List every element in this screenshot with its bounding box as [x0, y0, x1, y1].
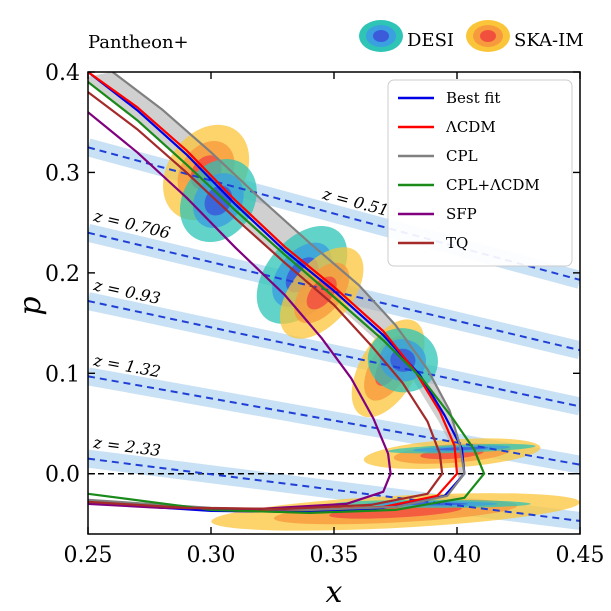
y-tick-label: 0.2: [45, 262, 80, 287]
desi-swatch-inner: [373, 30, 389, 42]
curve-cpl: [88, 72, 466, 511]
y-tick-label: 0.3: [45, 161, 80, 186]
axis-ticks: 0.25 0.30 0.35 0.40 0.45 0.0 0.1 0.2 0.3 0.4: [45, 61, 604, 568]
forecast-ellipse: [306, 276, 337, 310]
y-tick-label: 0.4: [45, 61, 80, 86]
legend-label: CPL: [446, 147, 478, 165]
forecast-ellipse: [329, 505, 462, 519]
legend-items: Best fit ΛCDM CPL CPL+ΛCDM SFP TQ: [398, 89, 540, 252]
legend-box: [387, 79, 573, 267]
legend-label: TQ: [446, 234, 468, 252]
legend-label: Best fit: [446, 89, 500, 107]
x-tick-label: 0.25: [64, 543, 113, 568]
x-tick-label: 0.40: [433, 543, 482, 568]
top-legend-desi: DESI: [359, 20, 454, 52]
redshift-line: [88, 457, 580, 522]
legend-label: ΛCDM: [445, 118, 496, 136]
x-axis-label: x: [326, 575, 343, 610]
x-tick-label: 0.30: [187, 543, 236, 568]
ska-legend-label: SKA-IM: [514, 30, 584, 51]
x-tick-label: 0.45: [556, 543, 605, 568]
y-tick-label: 0.1: [45, 362, 80, 387]
curve-bestfit: [88, 72, 466, 513]
y-axis-label: p: [13, 296, 48, 315]
model-curves: [88, 72, 486, 515]
legend-label: CPL+ΛCDM: [446, 176, 540, 194]
curve-sfp: [88, 111, 392, 510]
ska-swatch-inner: [480, 30, 496, 42]
legend-label: SFP: [446, 205, 477, 223]
plot-layer: [88, 72, 580, 531]
desi-legend-label: DESI: [407, 30, 454, 51]
curve-cpl-plus-cdm: [88, 81, 486, 515]
top-legend-ska: SKA-IM: [466, 20, 584, 52]
x-tick-label: 0.35: [310, 543, 359, 568]
legend: Best fit ΛCDM CPL CPL+ΛCDM SFP TQ: [387, 79, 573, 267]
curve-tq: [88, 91, 444, 510]
dataset-label: Pantheon+: [88, 32, 189, 53]
y-tick-label: 0.0: [45, 463, 80, 488]
